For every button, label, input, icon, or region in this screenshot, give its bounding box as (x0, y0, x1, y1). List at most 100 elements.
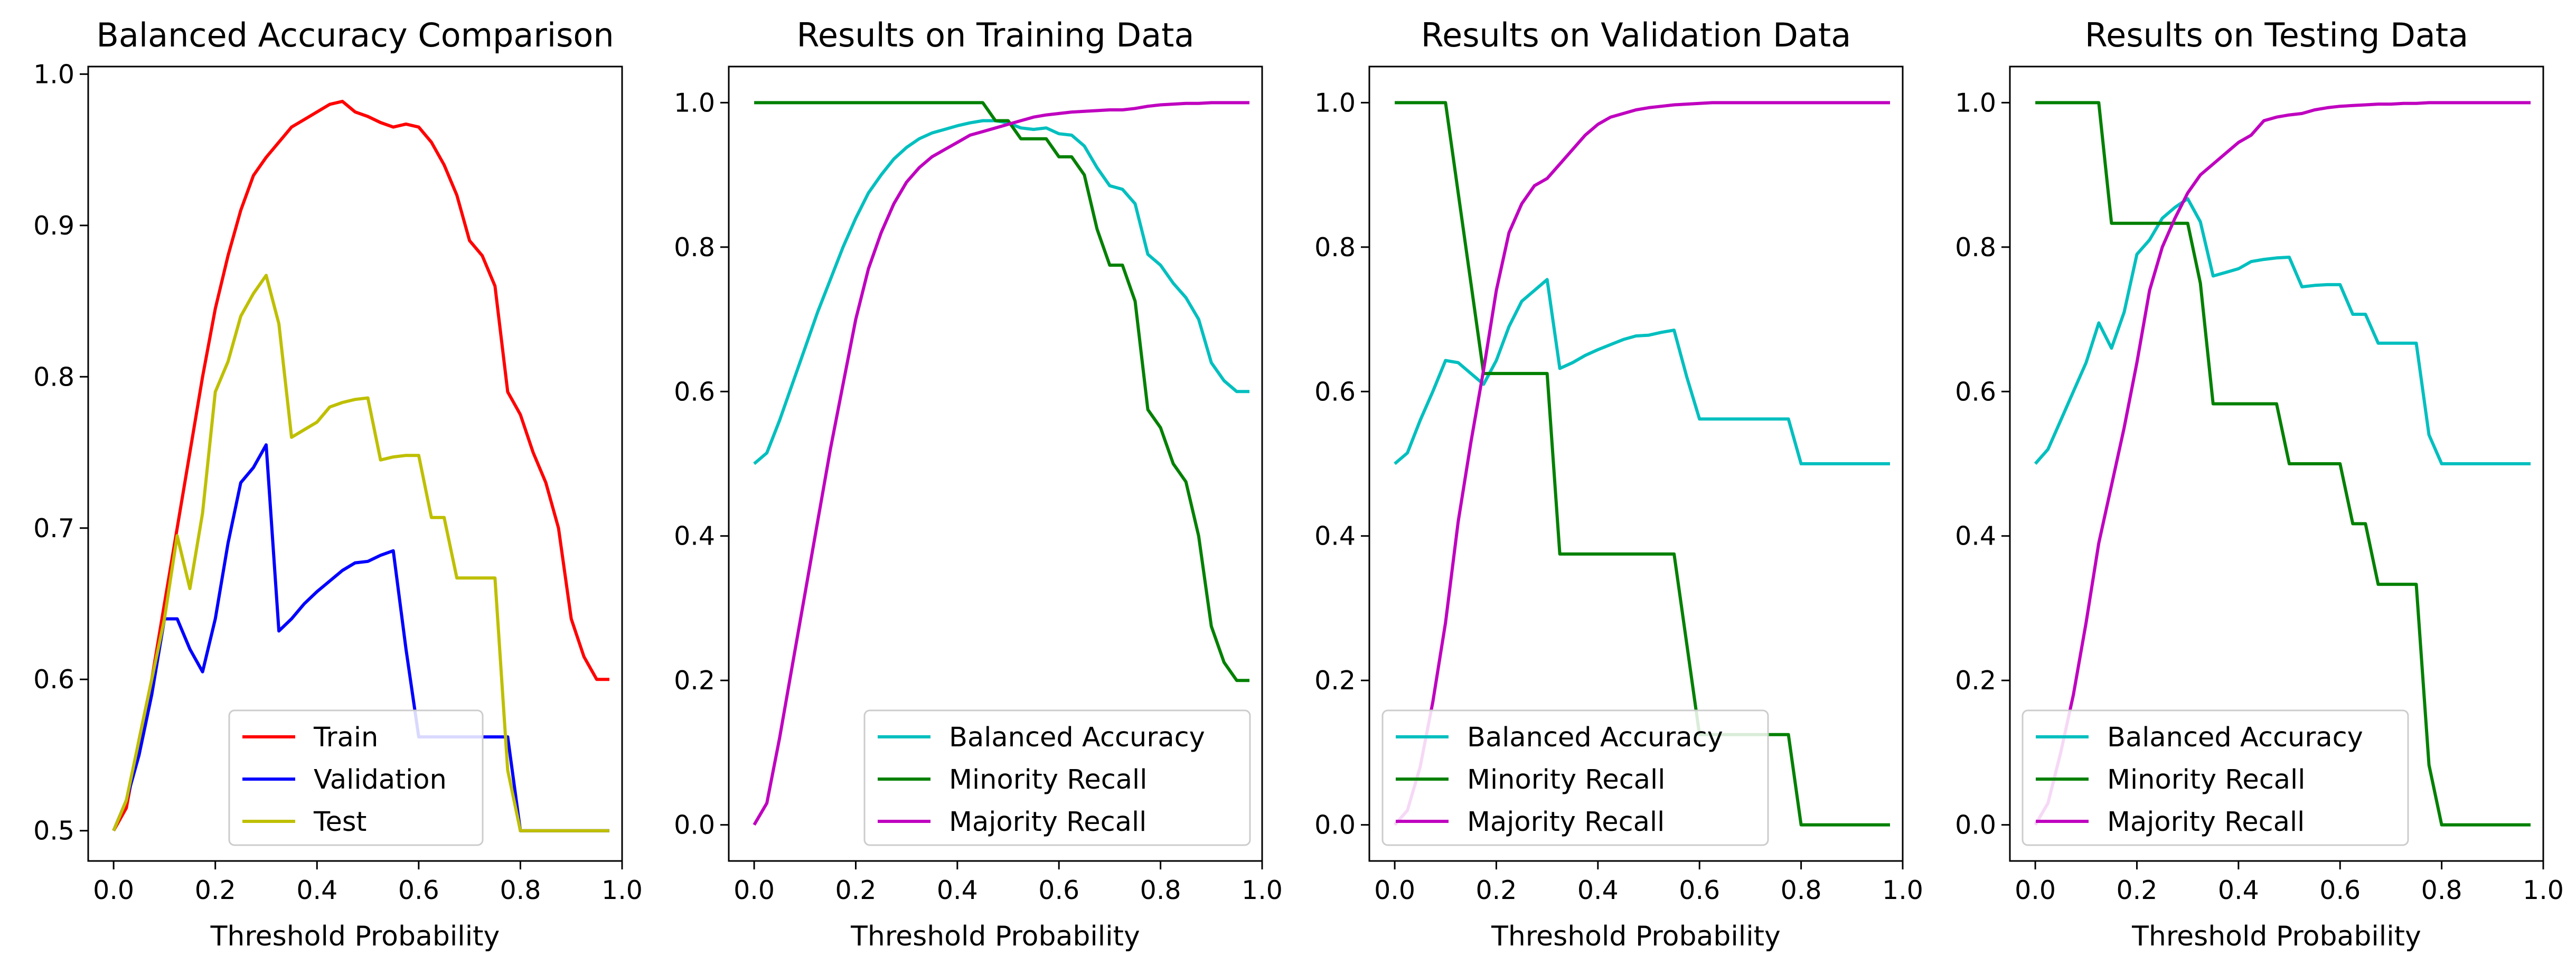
y-tick-label: 0.0 (1955, 810, 1996, 840)
series-line-majority-recall (1393, 101, 1890, 826)
x-tick-label: 1.0 (2523, 875, 2564, 905)
plot-frame (2009, 65, 2544, 862)
legend-entry: Balanced Accuracy (2107, 722, 2363, 753)
series-line-minority-recall (1395, 101, 1890, 827)
y-tick-label: 0.6 (33, 664, 74, 695)
y-tick-label: 0.2 (674, 666, 715, 696)
chart-title: Results on Training Data (797, 16, 1195, 54)
x-tick-label: 0.0 (734, 875, 775, 905)
axis-ticks: 0.0 0.2 0.4 0.6 0.8 1.0 0.0 0.2 0.4 0.6 0.8 1.0 (1314, 88, 1923, 905)
y-tick-label: 0.6 (1955, 377, 1996, 407)
subplot-results-validation: Results on Validation Data Threshold Pro… (1314, 16, 1923, 952)
x-tick-label: 0.2 (1476, 875, 1517, 905)
y-tick-label: 0.0 (1314, 810, 1356, 840)
legend-entry: Minority Recall (1467, 764, 1665, 795)
series-line-minority-recall (754, 101, 1249, 682)
axis-ticks: 0.0 0.2 0.4 0.6 0.8 1.0 0.0 0.2 0.4 0.6 0.8 1.0 (1955, 88, 2564, 905)
y-tick-label: 1.0 (33, 59, 74, 89)
legend-box (2022, 709, 2409, 846)
plot-frame (728, 65, 1263, 862)
y-tick-label: 0.0 (674, 810, 715, 840)
legend-box (228, 709, 484, 846)
x-axis-label: Threshold Probability (1491, 921, 1781, 952)
x-tick-label: 0.8 (1781, 875, 1822, 905)
plot-frame (1368, 65, 1904, 862)
y-tick-label: 0.4 (674, 521, 715, 551)
y-tick-label: 0.8 (1955, 232, 1996, 263)
x-tick-label: 0.4 (2218, 875, 2259, 905)
legend-entry: Majority Recall (949, 807, 1146, 838)
axis-ticks: 0.0 0.2 0.4 0.6 0.8 1.0 0.0 0.2 0.4 0.6 0.8 1.0 (674, 88, 1283, 905)
x-tick-label: 0.0 (2015, 875, 2056, 905)
plot-frame (87, 65, 623, 862)
subplot-balanced-accuracy-comparison: Balanced Accuracy Comparison Threshold P… (33, 16, 643, 952)
chart-title: Balanced Accuracy Comparison (96, 16, 614, 54)
series-line-balanced-accuracy (1394, 278, 1890, 465)
x-tick-label: 0.8 (500, 875, 541, 905)
series-lines (1393, 101, 1890, 827)
legend: Train Validation Test (228, 709, 484, 846)
x-tick-label: 0.6 (1679, 875, 1720, 905)
chart-title: Results on Testing Data (2085, 16, 2468, 54)
legend-entry: Train (313, 722, 378, 753)
y-tick-label: 0.4 (1314, 521, 1356, 551)
x-tick-label: 1.0 (601, 875, 643, 905)
y-tick-label: 0.9 (33, 211, 74, 241)
legend: Balanced Accuracy Minority Recall Majority… (863, 709, 1251, 846)
x-axis-label: Threshold Probability (2131, 921, 2421, 952)
legend-entry: Validation (314, 764, 447, 795)
legend-entry: Test (313, 807, 366, 838)
subplot-results-testing: Results on Testing Data Threshold Probab… (1955, 16, 2564, 952)
x-tick-label: 0.4 (937, 875, 978, 905)
legend: Balanced Accuracy Minority Recall Majority… (2022, 709, 2409, 846)
axis-ticks: 0.0 0.2 0.4 0.6 0.8 1.0 0.5 0.6 0.7 0.8 0.9 1.0 (33, 59, 643, 905)
x-tick-label: 0.6 (398, 875, 439, 905)
series-line-test (112, 274, 609, 832)
y-tick-label: 0.2 (1955, 666, 1996, 696)
x-tick-label: 0.0 (93, 875, 134, 905)
series-lines (2034, 101, 2531, 827)
y-tick-label: 0.5 (33, 816, 74, 846)
y-tick-label: 0.8 (1314, 232, 1356, 263)
x-tick-label: 0.0 (1374, 875, 1415, 905)
x-tick-label: 1.0 (1882, 875, 1923, 905)
legend-entry: Minority Recall (2107, 764, 2305, 795)
legend: Balanced Accuracy Minority Recall Majority… (1381, 709, 1769, 846)
series-lines (753, 101, 1249, 826)
x-tick-label: 0.6 (2319, 875, 2361, 905)
y-tick-label: 0.6 (674, 377, 715, 407)
series-line-balanced-accuracy (753, 119, 1249, 465)
legend-entry: Minority Recall (949, 764, 1147, 795)
legend-entry: Majority Recall (2107, 807, 2305, 838)
legend-box (863, 709, 1251, 846)
series-lines (112, 99, 609, 832)
x-tick-label: 0.2 (835, 875, 877, 905)
series-line-minority-recall (2035, 101, 2531, 827)
x-tick-label: 0.8 (1140, 875, 1181, 905)
x-tick-label: 0.2 (2117, 875, 2158, 905)
y-tick-label: 1.0 (1314, 88, 1356, 118)
series-line-majority-recall (2034, 101, 2531, 826)
legend-entry: Balanced Accuracy (949, 722, 1205, 753)
y-tick-label: 0.7 (33, 513, 74, 544)
subplot-results-training: Results on Training Data Threshold Proba… (674, 16, 1283, 952)
series-line-balanced-accuracy (2034, 197, 2531, 465)
series-line-train (112, 99, 609, 832)
y-tick-label: 0.6 (1314, 377, 1356, 407)
x-tick-label: 0.4 (296, 875, 337, 905)
x-axis-label: Threshold Probability (210, 921, 500, 952)
legend-box (1381, 709, 1769, 846)
chart-title: Results on Validation Data (1421, 16, 1851, 54)
x-tick-label: 0.6 (1038, 875, 1079, 905)
x-tick-label: 1.0 (1242, 875, 1283, 905)
x-tick-label: 0.4 (1577, 875, 1619, 905)
y-tick-label: 1.0 (1955, 88, 1996, 118)
legend-entry: Majority Recall (1467, 807, 1665, 838)
y-tick-label: 0.2 (1314, 666, 1356, 696)
y-tick-label: 0.4 (1955, 521, 1996, 551)
y-tick-label: 0.8 (674, 232, 715, 263)
legend-entry: Balanced Accuracy (1467, 722, 1723, 753)
series-line-majority-recall (753, 101, 1249, 826)
y-tick-label: 1.0 (674, 88, 715, 118)
